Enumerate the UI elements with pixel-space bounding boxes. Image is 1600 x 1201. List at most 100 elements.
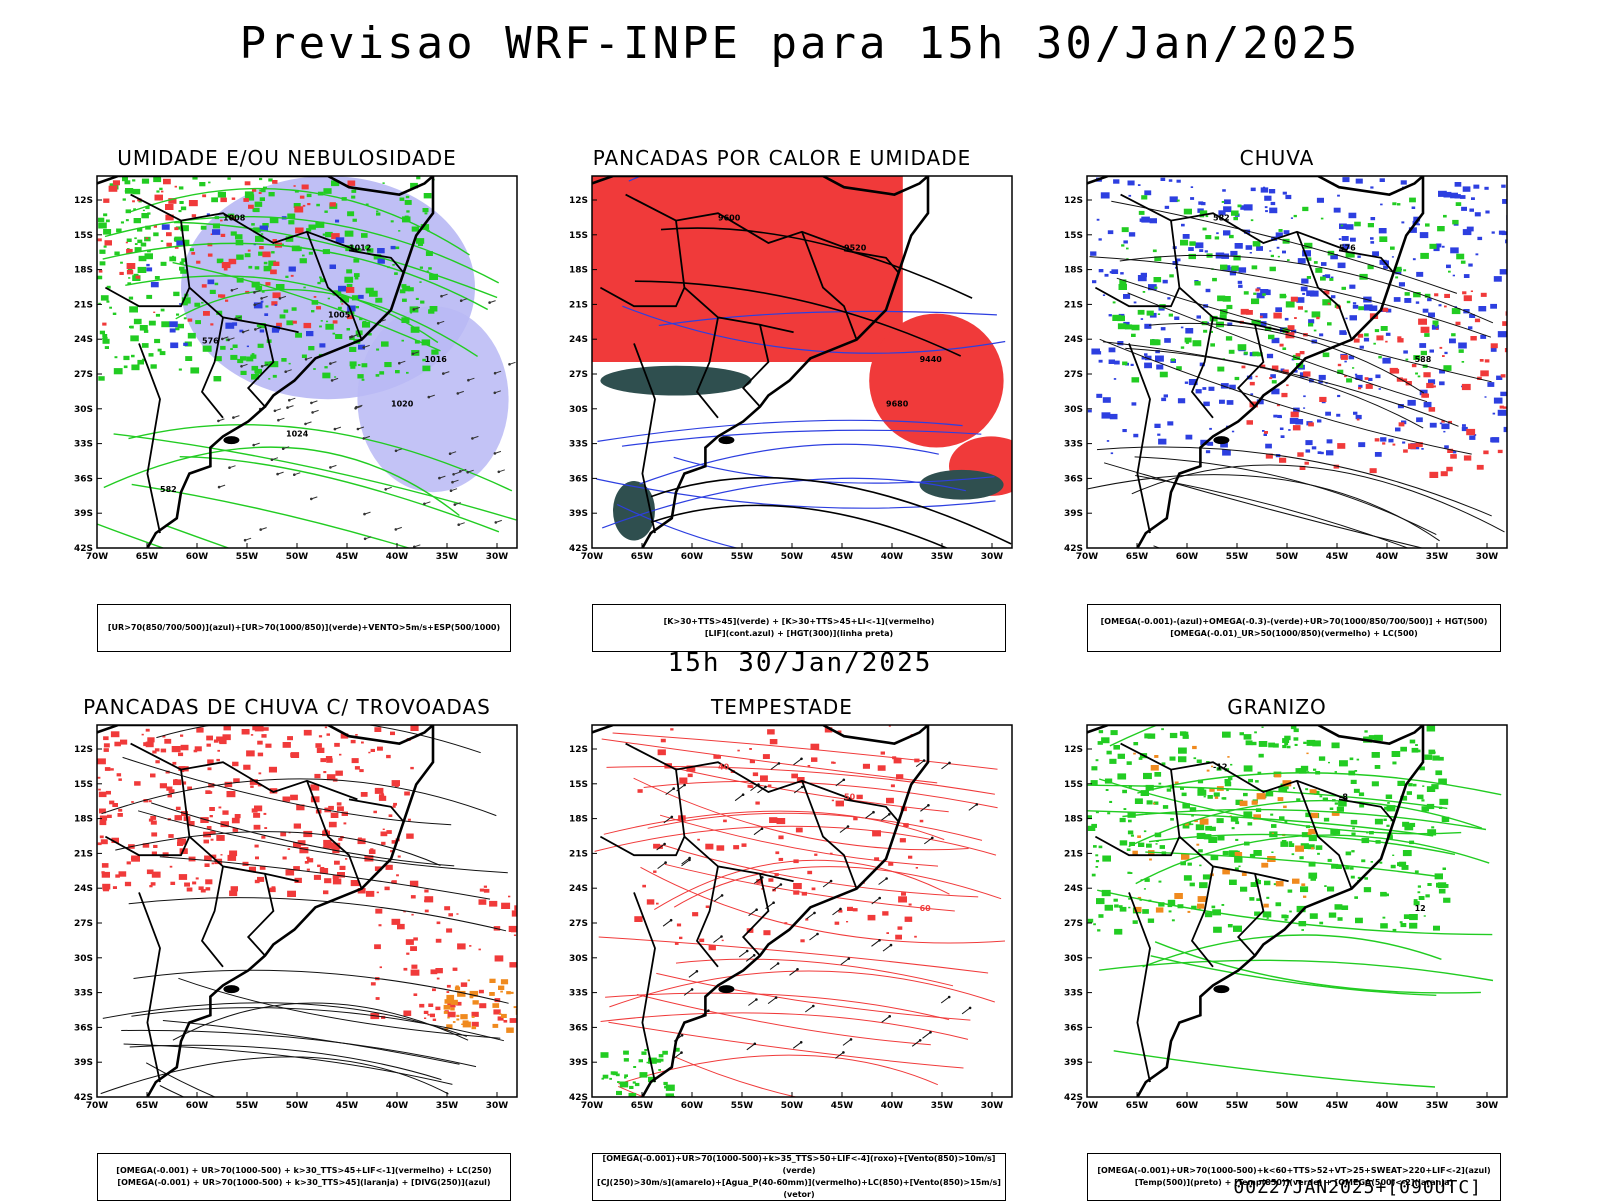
lon-tick-label: 70W bbox=[1076, 552, 1099, 562]
coastline-layer bbox=[97, 725, 435, 1097]
lat-tick-label: 39S bbox=[569, 1058, 588, 1068]
lon-tick-label: 45W bbox=[336, 552, 359, 562]
lat-tick-label: 42S bbox=[569, 1093, 588, 1103]
lat-tick-label: 36S bbox=[74, 474, 93, 484]
contour-label: 9600 bbox=[718, 214, 741, 223]
lon-tick-label: 40W bbox=[881, 552, 904, 562]
panel-chuva: CHUVA 582 576 588 12S 15S 18S 21S 24S 27S 30S 33S 36… bbox=[1042, 146, 1512, 652]
lat-tick-label: 21S bbox=[74, 849, 93, 859]
lon-tick-label: 40W bbox=[1376, 552, 1399, 562]
lon-tick-label: 55W bbox=[731, 1101, 754, 1111]
lon-tick-label: 50W bbox=[286, 1101, 309, 1111]
lat-tick-label: 15S bbox=[74, 780, 93, 790]
lat-tick-label: 24S bbox=[74, 884, 93, 894]
lon-tick-label: 35W bbox=[1426, 1101, 1449, 1111]
lat-tick-label: 42S bbox=[74, 544, 93, 554]
lat-tick-label: 24S bbox=[1064, 335, 1083, 345]
lat-tick-label: 30S bbox=[1064, 954, 1083, 964]
lon-tick-label: 65W bbox=[136, 1101, 159, 1111]
lon-tick-label: 35W bbox=[931, 552, 954, 562]
panel-umidade: UMIDADE E/OU NEBULOSIDADE 1008 1012 1016 102… bbox=[52, 146, 522, 652]
lat-tick-label: 18S bbox=[569, 815, 588, 825]
lon-tick-label: 30W bbox=[981, 1101, 1004, 1111]
map-canvas: 582 576 588 12S 15S 18S 21S 24S 27S 30S 33S 36S 39S 4… bbox=[1064, 175, 1508, 562]
lon-tick-label: 45W bbox=[1326, 552, 1349, 562]
lat-tick-label: 27S bbox=[74, 370, 93, 380]
lat-tick-label: 39S bbox=[74, 1058, 93, 1068]
lon-tick-label: 50W bbox=[1276, 1101, 1299, 1111]
legend-line: [LIF](cont.azul) + [HGT(300)](linha pret… bbox=[704, 629, 894, 638]
map-field-layer bbox=[594, 725, 1006, 1097]
panel-title: CHUVA bbox=[1239, 146, 1315, 170]
map-frame bbox=[1086, 175, 1508, 549]
lon-tick-label: 55W bbox=[1226, 1101, 1249, 1111]
lat-tick-label: 42S bbox=[1064, 1093, 1083, 1103]
lat-tick-label: 27S bbox=[569, 370, 588, 380]
panel-title: GRANIZO bbox=[1227, 695, 1327, 719]
contour-label: 588 bbox=[1415, 355, 1432, 364]
contour-label: 1020 bbox=[391, 400, 414, 409]
lat-tick-label: 18S bbox=[74, 266, 93, 276]
legend-box: [OMEGA(-0.001)+UR>70(1000-500)+k>35_TTS>… bbox=[592, 1153, 1006, 1201]
legend-line: [OMEGA(-0.001) + UR>70(1000-500) + k>30_… bbox=[117, 1178, 491, 1187]
lon-tick-label: 40W bbox=[881, 1101, 904, 1111]
lat-tick-label: 12S bbox=[1064, 196, 1083, 206]
lat-tick-label: 42S bbox=[569, 544, 588, 554]
lon-tick-label: 65W bbox=[631, 552, 654, 562]
lat-tick-label: 12S bbox=[569, 196, 588, 206]
contour-label: 576 bbox=[1339, 243, 1356, 252]
run-stamp: 00Z27JAN2025+[090UTC] bbox=[1233, 1177, 1482, 1198]
lat-tick-label: 18S bbox=[569, 266, 588, 276]
lat-tick-label: 24S bbox=[1064, 884, 1083, 894]
map-field-layer bbox=[592, 176, 1012, 548]
lat-tick-label: 30S bbox=[74, 405, 93, 415]
lat-tick-label: 39S bbox=[569, 509, 588, 519]
lon-tick-label: 40W bbox=[386, 1101, 409, 1111]
map-frame bbox=[96, 175, 518, 549]
lat-tick-label: 30S bbox=[569, 405, 588, 415]
lat-tick-label: 12S bbox=[569, 745, 588, 755]
lon-tick-label: 40W bbox=[386, 552, 409, 562]
contour-label: 582 bbox=[1213, 214, 1230, 223]
lat-tick-label: 33S bbox=[74, 989, 93, 999]
contour-label: 1012 bbox=[349, 243, 371, 252]
map-frame bbox=[591, 175, 1013, 549]
lat-tick-label: 12S bbox=[1064, 745, 1083, 755]
lat-tick-label: 15S bbox=[569, 231, 588, 241]
map-field-layer bbox=[1087, 725, 1502, 1088]
lat-tick-label: 15S bbox=[74, 231, 93, 241]
lon-tick-label: 35W bbox=[436, 1101, 459, 1111]
lon-tick-label: 70W bbox=[1076, 1101, 1099, 1111]
contour-label: 60 bbox=[920, 904, 932, 913]
legend-box: [OMEGA(-0.001)+UR>70(1000-500)+k<60+TTS>… bbox=[1087, 1153, 1501, 1201]
lon-tick-label: 45W bbox=[831, 1101, 854, 1111]
coastline-layer bbox=[1087, 176, 1425, 548]
main-title: Previsao WRF-INPE para 15h 30/Jan/2025 bbox=[239, 18, 1361, 69]
lat-tick-label: 36S bbox=[74, 1023, 93, 1033]
lat-tick-label: 18S bbox=[1064, 266, 1083, 276]
contour-label: 9680 bbox=[886, 400, 909, 409]
lat-tick-label: 15S bbox=[569, 780, 588, 790]
forecast-time-label: 15h 30/Jan/2025 bbox=[667, 648, 933, 678]
lon-tick-label: 30W bbox=[1476, 552, 1499, 562]
contour-label: 582 bbox=[160, 485, 177, 494]
lat-tick-label: 15S bbox=[1064, 780, 1083, 790]
lon-tick-label: 60W bbox=[186, 552, 209, 562]
map-canvas: -12 -8 12 12S 15S 18S 21S 24S 27S 30S 33S 36S 39S 42S… bbox=[1064, 724, 1508, 1111]
lat-tick-label: 30S bbox=[569, 954, 588, 964]
coastline-layer bbox=[1087, 725, 1425, 1097]
lon-tick-label: 70W bbox=[86, 552, 109, 562]
lon-tick-label: 55W bbox=[731, 552, 754, 562]
lat-tick-label: 27S bbox=[1064, 370, 1083, 380]
lon-tick-label: 55W bbox=[1226, 552, 1249, 562]
map-frame bbox=[591, 724, 1013, 1098]
lat-tick-label: 18S bbox=[1064, 815, 1083, 825]
panel-granizo: GRANIZO -12 -8 12 12S 15S 18S 21S 24S 27S 30S 33S 36… bbox=[1042, 695, 1512, 1201]
lon-tick-label: 55W bbox=[236, 552, 259, 562]
lon-tick-label: 65W bbox=[136, 552, 159, 562]
lat-tick-label: 36S bbox=[569, 474, 588, 484]
legend-line: [OMEGA(-0.001)+UR>70(1000-500)+k<60+TTS>… bbox=[1097, 1166, 1491, 1175]
lat-tick-label: 30S bbox=[1064, 405, 1083, 415]
lon-tick-label: 60W bbox=[1176, 1101, 1199, 1111]
lat-tick-label: 36S bbox=[1064, 1023, 1083, 1033]
